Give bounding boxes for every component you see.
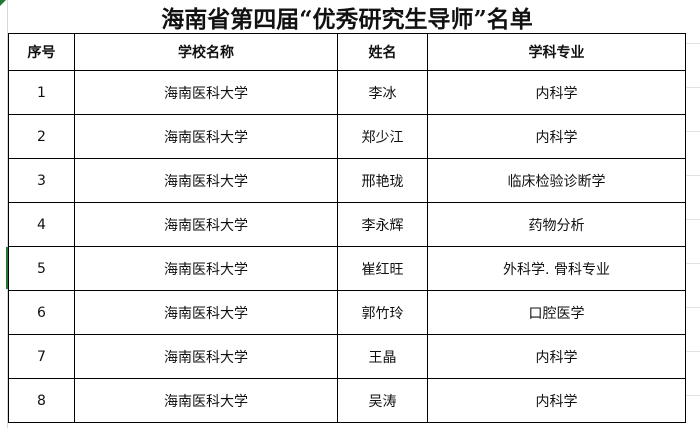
table-row: 1 海南医科大学 李冰 内科学 bbox=[8, 70, 686, 115]
cell-discipline[interactable]: 内科学 bbox=[427, 70, 686, 115]
cell-discipline[interactable]: 药物分析 bbox=[427, 202, 686, 247]
cell-index[interactable]: 6 bbox=[8, 290, 75, 335]
col-header-discipline[interactable]: 学科专业 bbox=[427, 33, 686, 71]
cell-discipline[interactable]: 口腔医学 bbox=[427, 290, 686, 335]
cell-index[interactable]: 2 bbox=[8, 114, 75, 159]
cell-school[interactable]: 海南医科大学 bbox=[74, 202, 338, 247]
table-row: 5 海南医科大学 崔红旺 外科学. 骨科专业 bbox=[8, 246, 686, 291]
cell-name[interactable]: 邢艳珑 bbox=[337, 158, 428, 203]
cell-name[interactable]: 郭竹玲 bbox=[337, 290, 428, 335]
cell-index[interactable]: 7 bbox=[8, 334, 75, 379]
col-header-name[interactable]: 姓名 bbox=[337, 33, 428, 71]
cell-index[interactable]: 8 bbox=[8, 378, 75, 423]
table-row: 2 海南医科大学 郑少江 内科学 bbox=[8, 114, 686, 159]
cell-school[interactable]: 海南医科大学 bbox=[74, 114, 338, 159]
col-header-school[interactable]: 学校名称 bbox=[74, 33, 338, 71]
selected-row-indicator bbox=[6, 247, 8, 289]
cell-school[interactable]: 海南医科大学 bbox=[74, 290, 338, 335]
table-row: 6 海南医科大学 郭竹玲 口腔医学 bbox=[8, 290, 686, 335]
cell-school[interactable]: 海南医科大学 bbox=[74, 378, 338, 423]
row-header-strip bbox=[0, 0, 8, 428]
cell-school[interactable]: 海南医科大学 bbox=[74, 334, 338, 379]
cell-name[interactable]: 王晶 bbox=[337, 334, 428, 379]
cell-school[interactable]: 海南医科大学 bbox=[74, 246, 338, 291]
cell-index[interactable]: 3 bbox=[8, 158, 75, 203]
cell-index[interactable]: 1 bbox=[8, 70, 75, 115]
table-row: 8 海南医科大学 吴涛 内科学 bbox=[8, 378, 686, 423]
cell-marker-icon bbox=[0, 0, 6, 6]
cell-discipline[interactable]: 内科学 bbox=[427, 114, 686, 159]
mentor-table: 序号 学校名称 姓名 学科专业 1 海南医科大学 李冰 内科学 2 海南医科大学 郑少江 内科… bbox=[8, 33, 686, 423]
cell-name[interactable]: 崔红旺 bbox=[337, 246, 428, 291]
cell-school[interactable]: 海南医科大学 bbox=[74, 70, 338, 115]
table-row: 3 海南医科大学 邢艳珑 临床检验诊断学 bbox=[8, 158, 686, 203]
sheet-title: 海南省第四届“优秀研究生导师”名单 bbox=[8, 0, 686, 33]
header-row: 序号 学校名称 姓名 学科专业 bbox=[8, 33, 686, 71]
cell-index[interactable]: 4 bbox=[8, 202, 75, 247]
cell-index[interactable]: 5 bbox=[8, 246, 75, 291]
cell-name[interactable]: 吴涛 bbox=[337, 378, 428, 423]
cell-name[interactable]: 李永辉 bbox=[337, 202, 428, 247]
cell-name[interactable]: 郑少江 bbox=[337, 114, 428, 159]
table-row: 7 海南医科大学 王晶 内科学 bbox=[8, 334, 686, 379]
cell-discipline[interactable]: 外科学. 骨科专业 bbox=[427, 246, 686, 291]
col-header-index[interactable]: 序号 bbox=[8, 33, 75, 71]
table-row: 4 海南医科大学 李永辉 药物分析 bbox=[8, 202, 686, 247]
cell-discipline[interactable]: 内科学 bbox=[427, 378, 686, 423]
cell-discipline[interactable]: 内科学 bbox=[427, 334, 686, 379]
cell-school[interactable]: 海南医科大学 bbox=[74, 158, 338, 203]
cell-discipline[interactable]: 临床检验诊断学 bbox=[427, 158, 686, 203]
cell-name[interactable]: 李冰 bbox=[337, 70, 428, 115]
